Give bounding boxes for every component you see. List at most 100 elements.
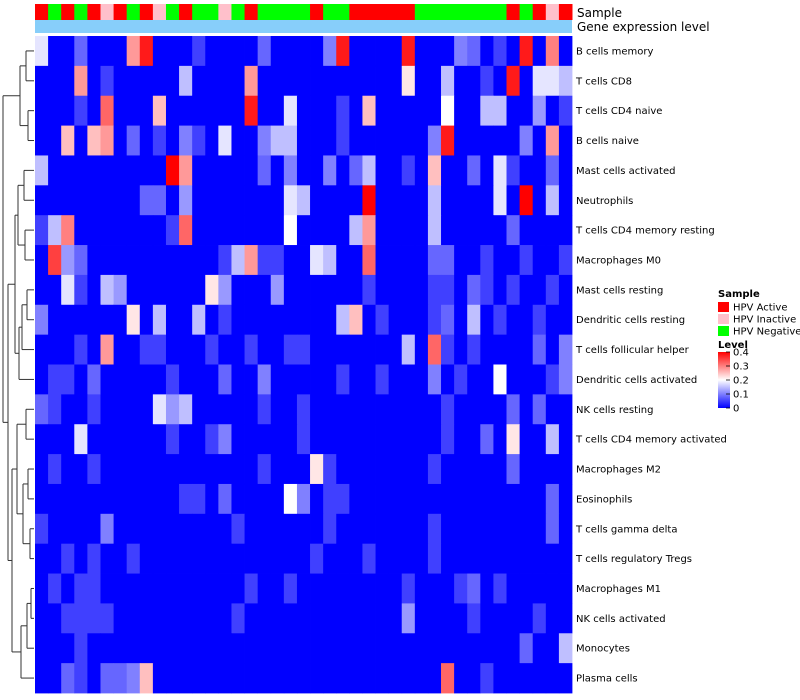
sample-annotation-cell xyxy=(126,4,141,20)
heatmap-cell xyxy=(467,364,481,395)
heatmap-cell xyxy=(113,543,128,574)
heatmap-cell xyxy=(74,245,88,276)
heatmap-cell xyxy=(401,603,416,634)
heatmap-cell xyxy=(545,663,560,694)
heatmap-cell xyxy=(441,36,455,67)
heatmap-cell xyxy=(218,454,232,485)
heatmap-cell xyxy=(179,185,193,216)
heatmap-cell xyxy=(480,633,494,664)
row-label: Plasma cells xyxy=(576,674,638,685)
heatmap-cell xyxy=(192,125,206,156)
heatmap-cell xyxy=(441,215,455,246)
heatmap-cell xyxy=(152,185,167,216)
heatmap-cell xyxy=(192,155,206,186)
sample-annotation-cell xyxy=(192,4,206,20)
heatmap-cell xyxy=(401,394,416,425)
heatmap-cell xyxy=(362,483,376,515)
heatmap-cell xyxy=(165,543,180,574)
heatmap-cell xyxy=(35,483,49,515)
heatmap-cell xyxy=(480,513,494,545)
heatmap-cell xyxy=(257,394,272,425)
heatmap-cell xyxy=(388,36,403,67)
heatmap-cell xyxy=(283,424,298,455)
heatmap-cell xyxy=(362,334,376,365)
heatmap-cell xyxy=(296,334,311,365)
heatmap-cell xyxy=(165,513,180,545)
heatmap-cell xyxy=(231,245,245,276)
heatmap-cell xyxy=(270,603,285,634)
heatmap-cell xyxy=(74,304,88,336)
heatmap-cell xyxy=(165,274,180,306)
heatmap-cell xyxy=(310,394,324,425)
heatmap-cell xyxy=(388,245,403,276)
heatmap-cell xyxy=(283,36,298,67)
heatmap-cell xyxy=(506,334,521,365)
heatmap-cell xyxy=(205,633,219,664)
heatmap-cell xyxy=(61,483,75,515)
heatmap-cell xyxy=(454,215,468,246)
heatmap-cell xyxy=(388,424,403,455)
heatmap-cell xyxy=(323,483,337,515)
heatmap-cell xyxy=(519,304,534,336)
level-tick-label: 0.3 xyxy=(733,362,749,373)
heatmap-cell xyxy=(126,394,141,425)
heatmap-cell xyxy=(401,155,416,186)
heatmap-cell xyxy=(61,663,75,694)
heatmap-cell xyxy=(375,543,390,574)
heatmap-cell xyxy=(126,513,141,545)
heatmap-cell xyxy=(310,36,324,67)
heatmap-cell xyxy=(323,125,337,156)
heatmap-cell xyxy=(467,543,481,574)
heatmap-cell xyxy=(506,36,521,67)
heatmap-cell xyxy=(126,185,141,216)
heatmap-cell xyxy=(532,185,547,216)
heatmap-cell xyxy=(231,215,245,246)
heatmap-cell xyxy=(126,215,141,246)
heatmap-cell xyxy=(139,483,154,515)
heatmap-cell xyxy=(336,36,350,67)
heatmap-cell xyxy=(244,245,259,276)
heatmap-cell xyxy=(545,633,560,664)
heatmap-cell xyxy=(296,185,311,216)
heatmap-cell xyxy=(323,364,337,395)
heatmap-cell xyxy=(349,633,363,664)
heatmap-cell xyxy=(441,424,455,455)
heatmap-cell xyxy=(296,304,311,336)
heatmap-cell xyxy=(113,394,128,425)
heatmap-cell xyxy=(270,633,285,664)
heatmap-cell xyxy=(454,573,468,604)
heatmap-cell xyxy=(441,633,455,664)
heatmap-cell xyxy=(270,543,285,574)
heatmap-cell xyxy=(362,245,376,276)
sample-annotation-cell xyxy=(454,4,468,20)
heatmap-cell xyxy=(336,543,350,574)
heatmap-cell xyxy=(218,334,232,365)
heatmap-cell xyxy=(388,483,403,515)
heatmap-cell xyxy=(218,245,232,276)
heatmap-cell xyxy=(558,65,573,97)
heatmap-cell xyxy=(441,573,455,604)
sample-annotation-cell xyxy=(165,4,180,20)
heatmap-cell xyxy=(401,65,416,97)
heatmap-cell xyxy=(454,334,468,365)
heatmap-cell xyxy=(349,603,363,634)
heatmap-cell xyxy=(270,36,285,67)
heatmap-cell xyxy=(100,483,114,515)
heatmap-cell xyxy=(126,274,141,306)
heatmap-cell xyxy=(545,454,560,485)
heatmap-cell xyxy=(74,364,88,395)
heatmap-cell xyxy=(493,603,507,634)
heatmap-cell xyxy=(388,454,403,485)
heatmap-cell xyxy=(532,155,547,186)
heatmap-cell xyxy=(545,36,560,67)
heatmap-cell xyxy=(414,65,429,97)
heatmap-cell xyxy=(375,155,390,186)
heatmap-cell xyxy=(205,663,219,694)
heatmap-cell xyxy=(296,573,311,604)
heatmap-cell xyxy=(375,603,390,634)
heatmap-cell xyxy=(152,454,167,485)
heatmap-cell xyxy=(454,483,468,515)
heatmap-cell xyxy=(362,543,376,574)
heatmap-cell xyxy=(283,364,298,395)
heatmap-cell xyxy=(152,95,167,126)
